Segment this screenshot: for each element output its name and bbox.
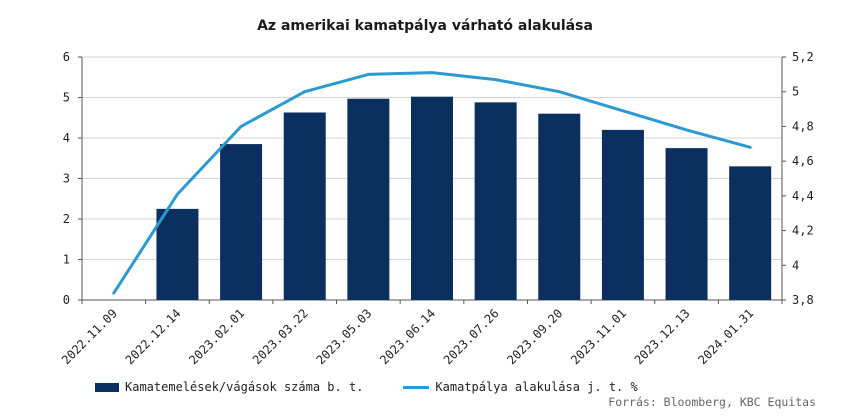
series-line: [112, 71, 752, 295]
x-tick-label: 2023.09.20: [504, 306, 565, 367]
legend-item-bars: Kamatemelések/vágások száma b. t.: [95, 380, 363, 394]
x-tick-label: 2024.01.31: [695, 306, 756, 367]
bar: [601, 129, 644, 300]
y-right-tick-label: 5,2: [792, 50, 814, 64]
x-tick-label: 2023.12.13: [632, 306, 693, 367]
x-tick-label: 2023.03.22: [250, 306, 311, 367]
legend-swatch-line: [403, 385, 430, 389]
y-right-tick-label: 4: [792, 258, 799, 272]
y-right-tick-label: 3,8: [792, 293, 814, 307]
bar: [665, 148, 708, 300]
bar: [156, 208, 199, 300]
legend-label-line: Kamatpálya alakulása j. t. %: [435, 380, 638, 394]
y-left-tick-label: 5: [63, 91, 70, 105]
x-tick-label: 2022.11.09: [59, 306, 120, 367]
legend-label-bars: Kamatemelések/vágások száma b. t.: [125, 380, 364, 394]
chart-title: Az amerikai kamatpálya várható alakulása: [257, 18, 593, 34]
bar: [220, 144, 263, 300]
x-tick-label: 2023.07.26: [441, 306, 502, 367]
x-tick-label: 2023.11.01: [568, 306, 629, 367]
bar: [538, 113, 581, 300]
y-left-tick-label: 1: [63, 253, 70, 267]
legend-swatch-bars: [95, 382, 119, 392]
bar: [729, 166, 772, 300]
y-left-tick-label: 2: [63, 212, 70, 226]
x-tick-label: 2022.12.14: [123, 306, 184, 367]
y-left-tick-label: 4: [63, 131, 70, 145]
y-left-tick-label: 0: [63, 293, 70, 307]
legend: Kamatemelések/vágások száma b. t. Kamatp…: [95, 380, 678, 394]
bar: [474, 102, 517, 300]
source-note: Forrás: Bloomberg, KBC Equitas: [608, 395, 816, 409]
legend-item-line: Kamatpálya alakulása j. t. %: [403, 380, 638, 394]
y-left-tick-label: 3: [63, 172, 70, 186]
y-right-tick-label: 4,6: [792, 154, 814, 168]
y-right-tick-label: 4,2: [792, 224, 814, 238]
bar: [411, 96, 453, 300]
y-right-tick-label: 4,8: [792, 119, 814, 133]
bar: [283, 112, 326, 300]
y-left-tick-label: 6: [63, 50, 70, 64]
x-tick-label: 2023.02.01: [186, 306, 247, 367]
bar: [347, 98, 390, 300]
y-right-tick-label: 5: [792, 85, 799, 99]
x-tick-label: 2023.06.14: [377, 306, 438, 367]
y-right-tick-label: 4,4: [792, 189, 814, 203]
x-tick-label: 2023.05.03: [313, 306, 374, 367]
